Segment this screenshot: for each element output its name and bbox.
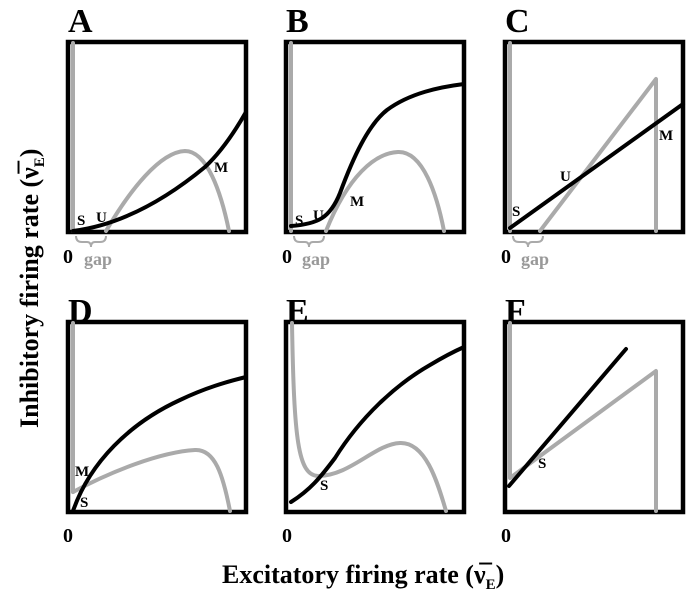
point-label-m-c: M (659, 128, 673, 144)
panel-frame-a (65, 39, 249, 235)
gap-brace-c (512, 235, 544, 248)
point-label-s-b: S (295, 213, 303, 229)
gray-nullcline-d (71, 447, 232, 513)
panel-a: A S U M 0 gap (63, 3, 249, 269)
point-label-s-f: S (538, 456, 546, 472)
black-nullcline-e (289, 345, 466, 504)
panel-frame-d (65, 319, 249, 515)
black-nullcline-c (508, 102, 685, 230)
panel-c: C S U M 0 gap (501, 3, 686, 269)
panel-f: F S 0 (501, 293, 686, 547)
point-label-m-a: M (214, 160, 228, 176)
gray-nullcline-b (324, 149, 446, 233)
gray-nullcline-f (508, 321, 658, 513)
point-label-s-c: S (512, 204, 520, 220)
gray-nullcline-a (104, 149, 231, 233)
zero-tick-a: 0 (63, 246, 73, 268)
black-nullcline-d (71, 375, 248, 513)
black-nullcline-b (289, 82, 466, 228)
point-label-s-d: S (80, 495, 88, 511)
panel-label-c: C (505, 3, 530, 40)
gap-label-c: gap (521, 249, 549, 269)
point-label-u-b: U (313, 208, 324, 224)
point-label-m-d: M (75, 464, 89, 480)
y-axis-title: Inhibitory firing rate (ν̅E) (15, 149, 48, 428)
gap-label-a: gap (84, 249, 112, 269)
panel-frame-e (283, 319, 467, 515)
zero-tick-e: 0 (282, 525, 292, 547)
panel-label-b: B (286, 3, 309, 40)
gap-label-b: gap (302, 249, 330, 269)
black-nullcline-f (507, 347, 628, 488)
panel-frame-c (502, 39, 686, 235)
gap-brace-b (293, 235, 325, 248)
zero-tick-d: 0 (63, 525, 73, 547)
gray-nullcline-e (290, 321, 448, 513)
panel-d: D M S 0 (63, 293, 249, 547)
point-label-s-e: S (320, 478, 328, 494)
zero-tick-c: 0 (501, 246, 511, 268)
panel-frame-b (283, 39, 467, 235)
gray-nullcline-c (538, 77, 658, 233)
black-nullcline-a (71, 110, 248, 233)
zero-tick-b: 0 (282, 246, 292, 268)
gap-brace-a (75, 235, 107, 248)
panel-b: B S U M 0 gap (282, 3, 467, 269)
point-label-m-b: M (350, 194, 364, 210)
panel-label-a: A (68, 3, 93, 40)
point-label-s-a: S (77, 213, 85, 229)
panel-label-e: E (286, 293, 309, 330)
panel-frame-f (502, 319, 686, 515)
zero-tick-f: 0 (501, 525, 511, 547)
panel-e: E S 0 (282, 293, 467, 547)
point-label-u-a: U (96, 210, 107, 226)
point-label-u-c: U (560, 169, 571, 185)
x-axis-title: Excitatory firing rate (ν̅E) (222, 560, 504, 591)
